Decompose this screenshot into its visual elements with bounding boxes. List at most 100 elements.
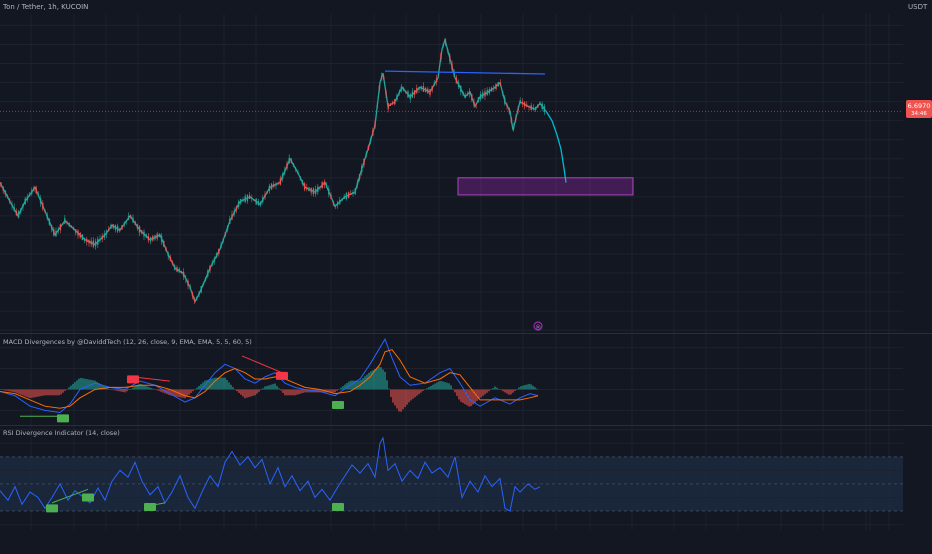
macd-histogram-bar <box>76 380 78 390</box>
macd-histogram-bar <box>22 389 24 396</box>
macd-histogram-bar <box>240 389 242 395</box>
rsi-pane[interactable]: RSI Divergence Indicator (14, close) <box>0 429 903 526</box>
macd-histogram-bar <box>246 389 248 398</box>
macd-divergence-labels <box>20 355 344 423</box>
candle-body <box>361 166 363 172</box>
candle-body <box>539 102 541 105</box>
candle-body <box>50 225 53 229</box>
price-pane[interactable]: ◎ Ton / Tether, 1h, KUCOIN USDT 6.6970 3… <box>0 3 932 331</box>
macd-histogram-bar <box>142 384 144 390</box>
candle-body <box>46 214 48 219</box>
candle-body <box>17 211 20 218</box>
macd-histogram-bar <box>340 387 342 390</box>
candle-body <box>132 217 134 223</box>
macd-histogram-bar <box>44 389 46 396</box>
macd-histogram-bar <box>408 389 410 403</box>
candle-body <box>506 104 508 107</box>
resistance-trendline[interactable] <box>384 70 546 75</box>
candle-body <box>11 204 13 206</box>
divergence-label-box <box>276 371 288 380</box>
candle-body <box>83 237 86 241</box>
macd-histogram-bar <box>244 389 246 399</box>
candle-body <box>215 253 218 258</box>
candle-body <box>185 278 187 280</box>
candle-body <box>88 239 90 244</box>
macd-histogram-bar <box>12 389 14 392</box>
candle-body <box>391 102 394 105</box>
macd-histogram-bar <box>292 389 294 396</box>
macd-histogram-bar <box>284 389 286 396</box>
macd-histogram-bar <box>248 389 250 398</box>
target-zone-box[interactable] <box>457 177 634 196</box>
candle-body <box>310 187 312 193</box>
candle-body <box>160 235 163 242</box>
macd-histogram-bar <box>232 387 234 390</box>
candle-body <box>442 44 444 47</box>
candle-body <box>528 106 530 108</box>
vertical-gridlines <box>30 14 890 530</box>
divergence-label-box <box>127 375 139 384</box>
macd-histogram-bar <box>444 382 446 390</box>
candle-body <box>409 94 411 100</box>
macd-histogram-bar <box>394 389 396 406</box>
candle-body <box>345 193 348 200</box>
candle-body <box>449 55 451 61</box>
macd-title[interactable]: MACD Divergences by @DaviddTech (12, 26,… <box>3 338 252 346</box>
symbol-title: Ton / Tether, 1h, KUCOIN <box>2 3 88 11</box>
candle-body <box>354 188 356 195</box>
macd-histogram-bar <box>152 388 154 390</box>
candle-body <box>163 241 165 247</box>
macd-histogram-bar <box>224 377 226 390</box>
candle-body <box>339 199 341 204</box>
macd-histogram-bar <box>494 386 496 390</box>
macd-histogram-bar <box>180 389 182 398</box>
candle-body <box>237 201 240 207</box>
candle-body <box>77 230 79 236</box>
macd-histogram-bar <box>214 377 216 390</box>
rsi-title[interactable]: RSI Divergence Indicator (14, close) <box>3 429 120 437</box>
macd-histogram-bar <box>432 384 434 390</box>
candle-body <box>114 225 117 230</box>
candle-body <box>501 91 504 94</box>
macd-histogram-bar <box>156 389 158 391</box>
candle-body <box>59 224 62 230</box>
macd-histogram-bar <box>0 389 2 390</box>
macd-histogram-bar <box>128 389 130 391</box>
candle-body <box>308 187 310 192</box>
macd-histogram-bar <box>88 379 90 390</box>
candle-body <box>462 91 464 95</box>
macd-histogram-bar <box>72 383 74 390</box>
candle-body <box>99 238 101 241</box>
candle-body <box>130 215 132 219</box>
macd-histogram-bar <box>132 387 134 390</box>
candle-body <box>97 238 99 245</box>
macd-histogram-bar <box>194 389 196 390</box>
candle-body <box>416 87 418 93</box>
macd-histogram-bar <box>478 389 480 400</box>
candle-body <box>266 191 268 193</box>
candle-body <box>15 210 18 216</box>
macd-histogram-bar <box>442 381 444 390</box>
macd-histogram-bar <box>188 389 190 395</box>
macd-histogram-bar <box>46 389 48 396</box>
macd-histogram-bar <box>532 385 534 390</box>
macd-histogram-bar <box>290 389 292 396</box>
candle-body <box>187 280 189 286</box>
macd-histogram-bar <box>234 389 236 390</box>
macd-histogram-bar <box>30 389 32 399</box>
candle-body <box>75 229 77 233</box>
macd-histogram-bar <box>62 389 64 393</box>
macd-histogram-bar <box>174 389 176 397</box>
macd-histogram-bar <box>24 389 26 397</box>
candle-body <box>270 183 273 190</box>
macd-histogram-bar <box>96 381 98 390</box>
candle-body <box>121 225 123 230</box>
macd-histogram-bar <box>310 389 312 393</box>
macd-histogram-bar <box>176 389 178 397</box>
event-marker-icon[interactable] <box>533 321 543 331</box>
candle-body <box>303 183 306 190</box>
projection-path[interactable] <box>545 110 567 183</box>
candle-body <box>182 271 185 277</box>
macd-pane[interactable]: MACD Divergences by @DaviddTech (12, 26,… <box>0 338 903 423</box>
